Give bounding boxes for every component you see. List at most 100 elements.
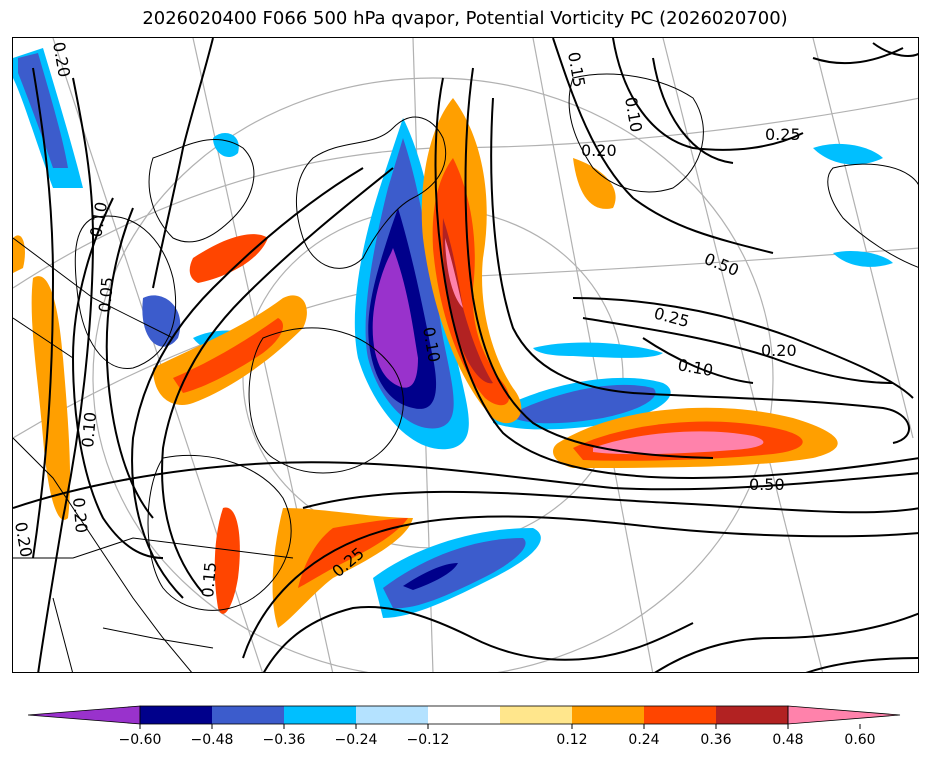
colorbar-tick-label: −0.48: [191, 732, 234, 748]
contour-line: [654, 612, 918, 672]
contour-line: [71, 197, 164, 559]
colorbar: −0.60 −0.48 −0.36 −0.24 −0.12 0.12 0.24 0.36 0.4…: [27, 700, 902, 760]
coastline-baffin: [148, 139, 255, 243]
shade-neg-036: [18, 53, 68, 168]
coastline-europe: [827, 163, 918, 268]
contour-label: 0.50: [702, 249, 742, 280]
contour-line: [805, 657, 918, 672]
shade-neg-036: [513, 384, 656, 424]
colorbar-tick-label: 0.12: [556, 732, 587, 748]
coastline-labrador: [248, 327, 404, 474]
shade-pos-060: [442, 218, 493, 384]
colorbar-extend-high: [787, 705, 901, 725]
colorbar-swatch: [356, 706, 428, 724]
coastlines: [13, 73, 918, 672]
colorbar-svg: −0.60 −0.48 −0.36 −0.24 −0.12 0.12 0.24 0.36 0.4…: [27, 705, 901, 748]
contour-line: [434, 77, 918, 480]
contour-line: [105, 207, 154, 519]
contour-label: 0.50: [749, 475, 785, 494]
border-line: [13, 237, 174, 339]
colorbar-tick-label: 0.24: [628, 732, 659, 748]
border-line: [13, 317, 74, 359]
contour-line: [161, 167, 394, 594]
shade-pos-048: [173, 318, 283, 393]
shade-pos-036: [31, 276, 71, 520]
contour-labels: 0.25 0.20 0.10 0.15 0.50 0.25 0.10 0.20 …: [13, 40, 801, 598]
border-line: [13, 437, 192, 672]
coastline-iceland-area: [568, 73, 704, 193]
shade-pos-036: [13, 235, 25, 273]
contour-line: [552, 38, 774, 254]
colorbar-outline: [139, 705, 789, 725]
colorbar-tick-label: −0.12: [407, 732, 450, 748]
coastline-hudson: [74, 215, 177, 369]
contour-label: 0.20: [761, 341, 797, 360]
contour-label: 0.10: [621, 95, 646, 133]
shade-neg-036: [383, 538, 526, 609]
shade-pos-048: [214, 507, 240, 614]
contour-label: 0.20: [69, 497, 91, 534]
colorbar-tick-label: 0.36: [700, 732, 731, 748]
chart-title: 2026020400 F066 500 hPa qvapor, Potentia…: [142, 8, 788, 29]
colorbar-tick-label: −0.36: [263, 732, 306, 748]
colorbar-tick-label: −0.24: [335, 732, 378, 748]
colorbar-swatch: [212, 706, 284, 724]
contour-line: [612, 38, 804, 151]
shade-neg-024: [813, 143, 883, 165]
colorbar-swatch: [500, 706, 572, 724]
shade-neg-060: [372, 248, 418, 388]
shade-pos-048: [298, 518, 408, 588]
map-panel: 0.25 0.20 0.10 0.15 0.50 0.25 0.10 0.20 …: [12, 37, 919, 673]
colorbar-swatch: [572, 706, 644, 724]
contour-label: 0.15: [198, 561, 220, 598]
border-line: [52, 597, 73, 672]
shade-neg-024: [533, 342, 663, 358]
shade-pos-036: [573, 158, 616, 209]
contour-label: 0.10: [676, 355, 714, 380]
colorbar-swatch: [284, 706, 356, 724]
shade-neg-024: [213, 133, 239, 158]
shade-neg-036: [142, 295, 181, 347]
contour-line: [812, 47, 904, 65]
contour-line: [642, 337, 754, 384]
shade-pos-above: [445, 238, 463, 308]
contour-label: 0.25: [765, 125, 801, 144]
colorbar-tick-label: 0.60: [844, 732, 875, 748]
colorbar-swatch: [140, 706, 212, 724]
border-line: [13, 537, 294, 559]
coastline-greenland-area: [295, 116, 447, 269]
contour-line: [32, 67, 55, 559]
meridian-line: [812, 38, 914, 439]
colorbar-tick-label: 0.48: [772, 732, 803, 748]
contour-line: [302, 490, 918, 514]
contour-line: [131, 167, 364, 599]
shade-neg-024: [833, 251, 893, 267]
contour-line: [490, 97, 910, 444]
colorbar-tick-label: −0.60: [119, 732, 162, 748]
colorbar-swatch: [428, 706, 500, 724]
contour-line: [872, 42, 918, 57]
meridian-line: [662, 38, 824, 672]
pv-contours: [13, 38, 918, 672]
contour-line: [242, 515, 918, 659]
colorbar-extend-low: [27, 705, 141, 725]
contour-line: [464, 67, 714, 459]
contour-label: 0.20: [581, 141, 617, 160]
contour-line: [582, 317, 894, 384]
contour-label: 0.20: [13, 520, 36, 558]
contour-line: [152, 38, 214, 289]
shade-pos-above: [593, 431, 764, 455]
latitude-circle: [92, 77, 774, 672]
border-line: [102, 627, 214, 649]
contour-label: 0.10: [78, 411, 100, 448]
contour-line: [263, 606, 694, 672]
map-svg: 0.25 0.20 0.10 0.15 0.50 0.25 0.10 0.20 …: [13, 38, 918, 672]
colorbar-swatch: [716, 706, 788, 724]
contour-line: [37, 77, 95, 672]
colorbar-swatch: [644, 706, 716, 724]
contour-line: [652, 57, 734, 164]
contour-label: 0.20: [49, 40, 74, 78]
contour-line: [572, 297, 914, 399]
shade-neg-048: [403, 563, 458, 590]
contour-label: 0.05: [95, 276, 117, 313]
